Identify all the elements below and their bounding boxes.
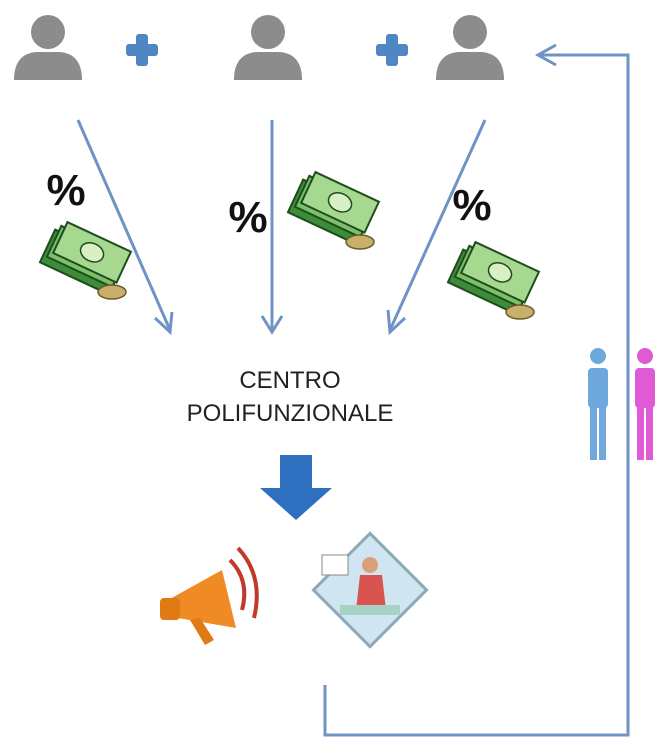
down-arrow (260, 455, 332, 520)
man-icon (588, 348, 608, 460)
megaphone-icon (160, 546, 259, 645)
percent-label: % (452, 181, 491, 230)
person-icon (14, 15, 82, 80)
center-label: POLIFUNZIONALE (187, 400, 394, 427)
feedback-line (323, 53, 630, 737)
percent-label: % (46, 166, 85, 215)
money-icon (446, 237, 540, 320)
woman-icon (635, 348, 655, 460)
money-icon (38, 217, 132, 300)
percent-label: % (228, 193, 267, 242)
teaching-icon (311, 531, 429, 649)
arrows (76, 43, 630, 737)
plus-icon (126, 34, 158, 66)
person-icon (234, 15, 302, 80)
person-icon (436, 15, 504, 80)
plus-icon (376, 34, 408, 66)
money-icon (286, 167, 380, 250)
center-label: CENTRO (239, 367, 340, 394)
